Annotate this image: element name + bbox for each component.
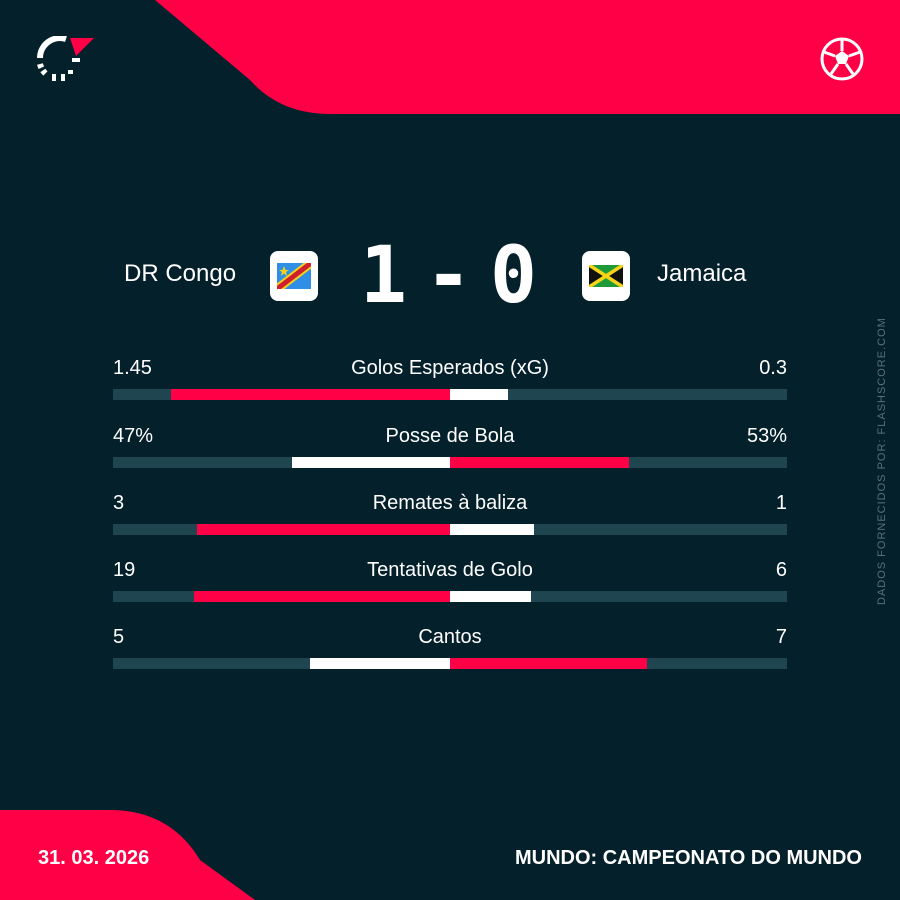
jamaica-flag [582,251,630,301]
home-stat-bar [197,524,450,535]
stat-label: Remates à baliza [372,492,528,514]
home-stat-value: 1.45 [113,357,152,379]
stat-row: 19 Tentativas de Golo 6 [113,558,787,602]
match-date: 31. 03. 2026 [38,847,150,869]
dr-congo-flag [270,251,318,301]
away-score: 0 [490,231,537,321]
competition-name: MUNDO: CAMPEONATO DO MUNDO [514,847,862,869]
home-stat-bar [291,457,450,468]
away-stat-bar [450,591,531,602]
away-stat-value: 1 [775,492,787,514]
top-red-shape [155,0,900,114]
away-stat-value: 7 [775,626,787,648]
stat-row: 3 Remates à baliza 1 [113,491,787,535]
home-stat-value: 19 [113,559,136,581]
stat-bar-track [113,524,787,535]
stat-bar-track [113,457,787,468]
stat-row: 47% Posse de Bola 53% [113,424,787,468]
home-stat-bar [193,591,450,602]
stat-label: Tentativas de Golo [367,559,533,581]
score-separator: - [425,231,472,321]
stat-label: Cantos [418,626,482,648]
stat-bar-track [113,591,787,602]
stat-row: 5 Cantos 7 [113,625,787,669]
home-stat-bar [309,658,450,669]
data-provider-note: DADOS FORNECIDOS POR: FLASHSCORE.COM [876,317,888,605]
away-stat-bar [450,658,647,669]
away-stat-value: 0.3 [759,357,787,379]
away-stat-value: 6 [775,559,787,581]
stat-bar-track [113,389,787,400]
away-stat-value: 53% [746,425,787,447]
soccer-ball-icon [820,37,864,81]
stat-bar-track [113,658,787,669]
flashscore-logo [37,36,94,81]
bottom-red-shape [0,810,255,900]
home-team-name: DR Congo [124,260,237,287]
stat-label: Golos Esperados (xG) [351,357,549,379]
home-stat-value: 5 [113,626,125,648]
away-stat-bar [450,457,629,468]
home-stat-bar [170,389,450,400]
away-stat-bar [450,389,508,400]
away-team-name: Jamaica [657,260,747,287]
home-score: 1 [360,231,407,321]
home-stat-value: 3 [113,492,125,514]
stat-label: Posse de Bola [385,425,515,447]
away-stat-bar [450,524,535,535]
home-stat-value: 47% [113,425,154,447]
stat-row: 1.45 Golos Esperados (xG) 0.3 [113,356,787,400]
